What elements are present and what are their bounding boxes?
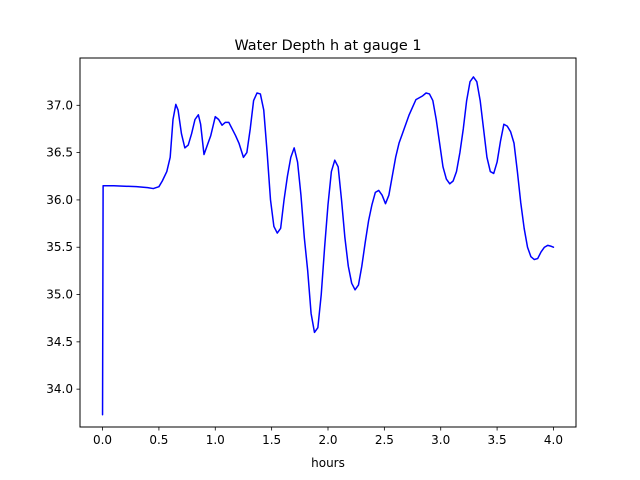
x-tick-label: 0.5 (149, 433, 168, 447)
y-axis: 34.0 34.5 35.0 35.5 36.0 36.5 37.0 (46, 98, 80, 396)
x-axis: 0.0 0.5 1.0 1.5 2.0 2.5 3.0 3.5 4.0 (93, 427, 563, 447)
x-tick-label: 3.5 (488, 433, 507, 447)
x-tick-label: 1.5 (262, 433, 281, 447)
plot-area (101, 76, 555, 416)
x-tick-label: 4.0 (544, 433, 563, 447)
axes-frame (79, 57, 577, 428)
y-tick-label: 34.5 (46, 335, 73, 349)
x-tick-label: 1.0 (206, 433, 225, 447)
x-tick-label: 2.5 (375, 433, 394, 447)
y-tick-label: 35.5 (46, 240, 73, 254)
y-tick-label: 34.0 (46, 382, 73, 396)
x-tick-label: 3.0 (431, 433, 450, 447)
y-tick-label: 35.0 (46, 288, 73, 302)
x-tick-label: 2.0 (318, 433, 337, 447)
x-axis-label: hours (311, 456, 345, 470)
x-tick-label: 0.0 (93, 433, 112, 447)
y-tick-label: 37.0 (46, 98, 73, 112)
y-tick-label: 36.5 (46, 146, 73, 160)
y-tick-label: 36.0 (46, 193, 73, 207)
series-line (101, 76, 555, 416)
chart-title: Water Depth h at gauge 1 (234, 38, 421, 54)
